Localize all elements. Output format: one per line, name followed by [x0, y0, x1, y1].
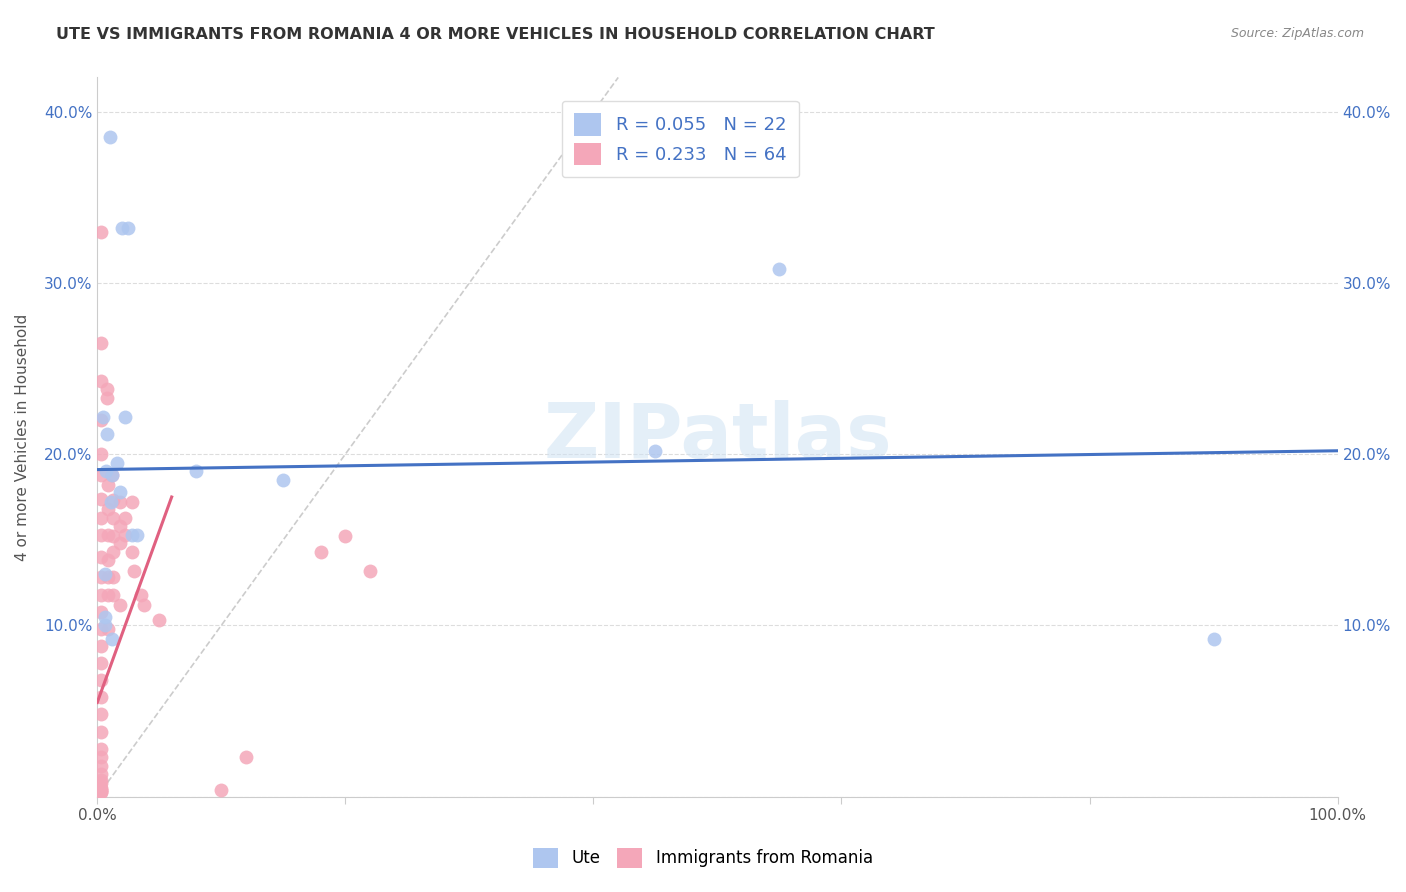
Point	[114, 527, 136, 541]
Point	[134, 598, 156, 612]
Point	[101, 467, 124, 482]
Point	[768, 262, 790, 277]
Point	[121, 527, 143, 541]
Point	[1202, 632, 1225, 647]
Point	[90, 335, 112, 350]
Point	[98, 130, 121, 145]
Point	[108, 484, 131, 499]
Point	[90, 622, 112, 636]
Point	[90, 707, 112, 722]
Point	[90, 605, 112, 619]
Point	[309, 545, 332, 559]
Point	[114, 409, 136, 424]
Point	[90, 656, 112, 670]
Point	[94, 464, 117, 478]
Point	[90, 527, 112, 541]
Point	[90, 781, 112, 796]
Point	[97, 478, 120, 492]
Point	[103, 529, 125, 543]
Point	[93, 618, 115, 632]
Point	[93, 409, 115, 424]
Point	[108, 536, 131, 550]
Point	[90, 784, 112, 798]
Point	[90, 724, 112, 739]
Point	[90, 690, 112, 705]
Point	[108, 598, 131, 612]
Point	[97, 622, 120, 636]
Point	[103, 493, 125, 508]
Legend: R = 0.055   N = 22, R = 0.233   N = 64: R = 0.055 N = 22, R = 0.233 N = 64	[561, 101, 799, 178]
Point	[103, 588, 125, 602]
Point	[114, 510, 136, 524]
Point	[101, 467, 124, 482]
Point	[124, 564, 146, 578]
Point	[271, 473, 294, 487]
Point	[90, 447, 112, 461]
Y-axis label: 4 or more Vehicles in Household: 4 or more Vehicles in Household	[15, 313, 30, 561]
Point	[125, 527, 148, 541]
Point	[90, 776, 112, 790]
Point	[111, 221, 134, 235]
Point	[235, 750, 257, 764]
Point	[90, 782, 112, 797]
Point	[129, 588, 152, 602]
Point	[90, 750, 112, 764]
Point	[97, 502, 120, 516]
Point	[108, 495, 131, 509]
Point	[90, 772, 112, 787]
Point	[96, 426, 118, 441]
Point	[105, 456, 128, 470]
Point	[103, 545, 125, 559]
Point	[93, 567, 115, 582]
Point	[93, 610, 115, 624]
Point	[186, 464, 208, 478]
Point	[90, 510, 112, 524]
Point	[90, 467, 112, 482]
Point	[90, 374, 112, 388]
Point	[90, 570, 112, 584]
Point	[96, 391, 118, 405]
Legend: Ute, Immigrants from Romania: Ute, Immigrants from Romania	[527, 841, 879, 875]
Point	[90, 549, 112, 564]
Point	[121, 495, 143, 509]
Point	[90, 588, 112, 602]
Text: ZIPatlas: ZIPatlas	[543, 400, 891, 474]
Point	[97, 588, 120, 602]
Point	[103, 570, 125, 584]
Point	[335, 529, 357, 543]
Point	[96, 382, 118, 396]
Point	[90, 225, 112, 239]
Point	[209, 782, 232, 797]
Point	[103, 510, 125, 524]
Point	[90, 639, 112, 653]
Point	[90, 673, 112, 688]
Point	[90, 784, 112, 798]
Text: UTE VS IMMIGRANTS FROM ROMANIA 4 OR MORE VEHICLES IN HOUSEHOLD CORRELATION CHART: UTE VS IMMIGRANTS FROM ROMANIA 4 OR MORE…	[56, 27, 935, 42]
Point	[90, 767, 112, 781]
Point	[148, 613, 170, 627]
Point	[90, 413, 112, 427]
Point	[97, 527, 120, 541]
Point	[108, 519, 131, 533]
Point	[90, 491, 112, 506]
Point	[117, 221, 139, 235]
Point	[101, 632, 124, 647]
Point	[90, 741, 112, 756]
Text: Source: ZipAtlas.com: Source: ZipAtlas.com	[1230, 27, 1364, 40]
Point	[90, 782, 112, 797]
Point	[359, 564, 381, 578]
Point	[90, 759, 112, 773]
Point	[97, 553, 120, 567]
Point	[97, 570, 120, 584]
Point	[100, 495, 122, 509]
Point	[644, 443, 666, 458]
Point	[121, 545, 143, 559]
